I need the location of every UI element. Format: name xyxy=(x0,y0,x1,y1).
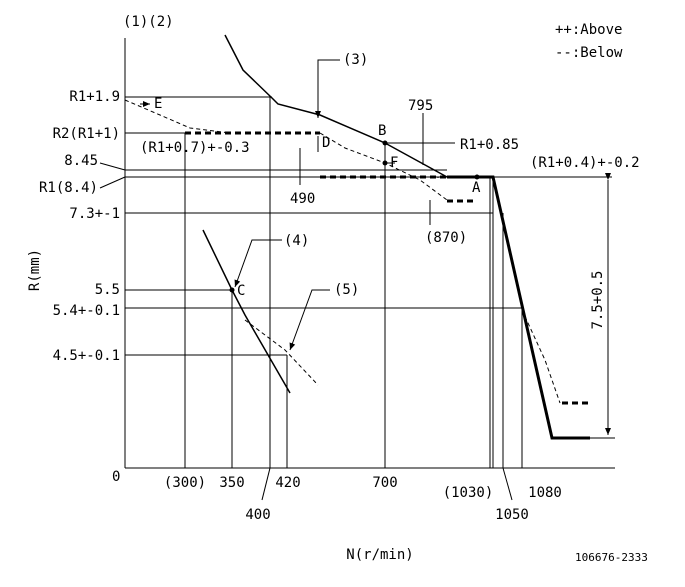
annotation: (870) xyxy=(425,230,467,246)
annotation: 490 xyxy=(290,191,315,207)
annotation: 795 xyxy=(408,98,433,114)
y-label: 5.4+-0.1 xyxy=(53,303,120,319)
y-label: R1+1.9 xyxy=(69,89,120,105)
annotation: (4) xyxy=(284,233,309,249)
annotation: B xyxy=(378,123,386,139)
y-label: 4.5+-0.1 xyxy=(53,348,120,364)
texts: (1)(2) ++:Above --:Below R(mm) N(r/min) … xyxy=(27,14,648,564)
annotation: C xyxy=(237,283,245,299)
annotation: (R1+0.4)+-0.2 xyxy=(530,155,640,171)
y-label: R1(8.4) xyxy=(39,180,98,196)
origin: 0 xyxy=(112,469,120,485)
annotation: 7.5+0.5 xyxy=(590,270,606,329)
annotation: F xyxy=(390,155,398,171)
legend-above: ++:Above xyxy=(555,22,622,38)
y-label: 7.3+-1 xyxy=(69,206,120,222)
y-title: R(mm) xyxy=(27,249,43,291)
annotation: D xyxy=(322,135,330,151)
annotation: E xyxy=(154,96,162,112)
x-label: (300) xyxy=(164,475,206,491)
annotation: (3) xyxy=(343,52,368,68)
lines xyxy=(99,34,615,501)
annotation: (5) xyxy=(334,282,359,298)
legend-below: --:Below xyxy=(555,45,623,61)
y-label: 8.45 xyxy=(64,153,98,169)
y-label: R2(R1+1) xyxy=(53,126,120,142)
x-label: 400 xyxy=(245,507,270,523)
x-label: 1080 xyxy=(528,485,562,501)
x-title: N(r/min) xyxy=(346,547,413,563)
figure: (1)(2) xyxy=(123,14,174,30)
x-label: 350 xyxy=(219,475,244,491)
x-label: 700 xyxy=(372,475,397,491)
annotation: (R1+0.7)+-0.3 xyxy=(140,140,250,156)
annotation: R1+0.85 xyxy=(460,137,519,153)
x-label: (1030) xyxy=(443,485,494,501)
annotation: A xyxy=(472,180,481,196)
code: 106676-2333 xyxy=(575,551,648,564)
x-label: 420 xyxy=(275,475,300,491)
x-label: 1050 xyxy=(495,507,529,523)
y-label: 5.5 xyxy=(95,282,120,298)
